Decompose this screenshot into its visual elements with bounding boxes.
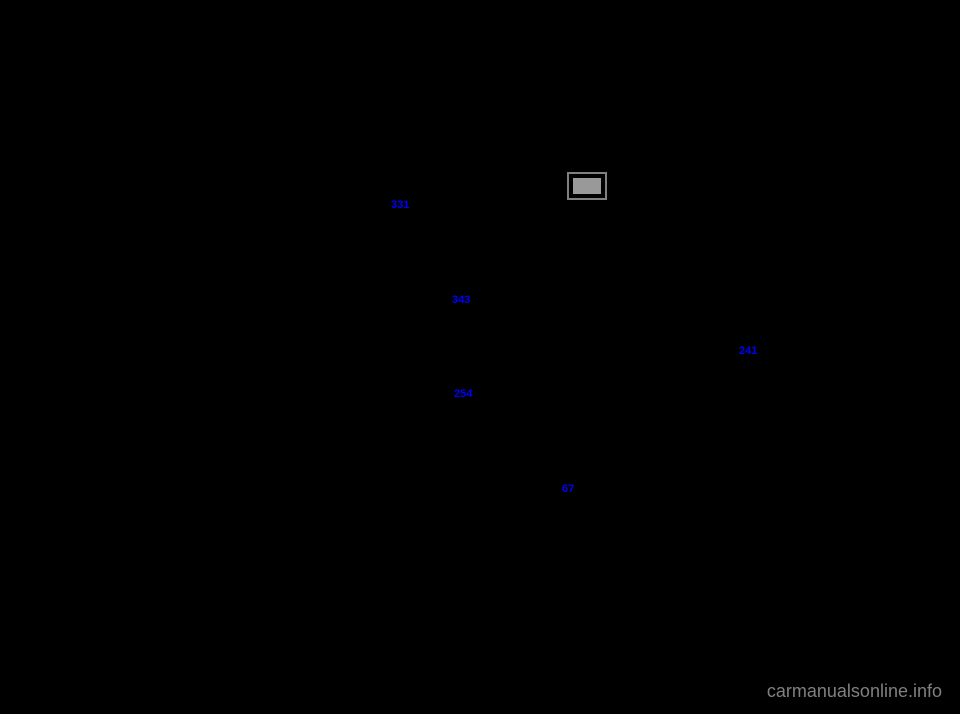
indicator-icon xyxy=(567,172,607,200)
page-link-1[interactable]: 331 xyxy=(391,199,409,211)
page-link-3[interactable]: 254 xyxy=(454,388,472,400)
page-link-2[interactable]: 343 xyxy=(452,294,470,306)
watermark-text: carmanualsonline.info xyxy=(767,681,942,702)
page-link-5[interactable]: 67 xyxy=(562,483,574,495)
page-link-4[interactable]: 241 xyxy=(739,345,757,357)
indicator-icon-inner xyxy=(573,178,601,194)
